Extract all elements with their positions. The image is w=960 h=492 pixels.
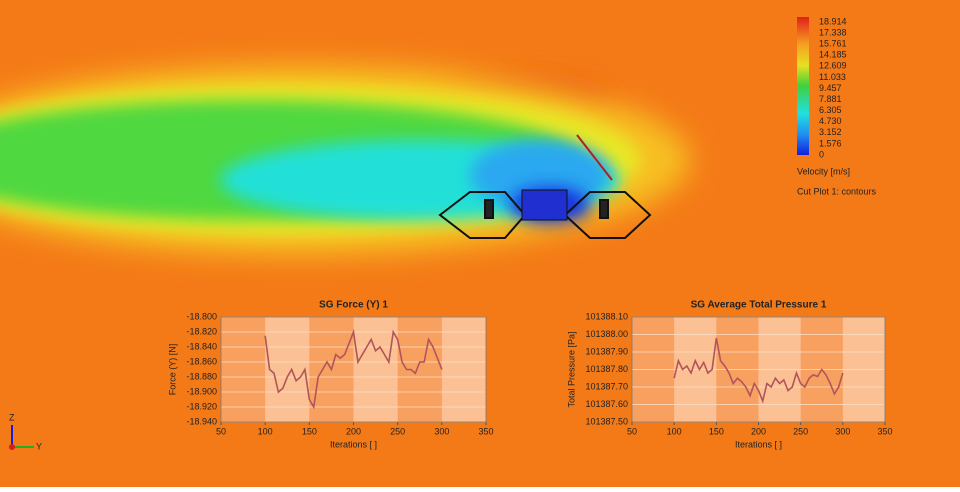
plot-frame [631, 316, 886, 423]
y-tick-label: -18.880 [186, 371, 217, 381]
legend-tick: 3.152 [819, 127, 842, 137]
legend-tick: 17.338 [819, 27, 847, 37]
y-tick-label: 101388.10 [585, 311, 628, 321]
y-tick-label: 101387.90 [585, 346, 628, 356]
y-tick-label: -18.860 [186, 356, 217, 366]
x-tick-label: 300 [434, 426, 449, 436]
x-tick-label: 50 [627, 426, 637, 436]
chart-title: SG Average Total Pressure 1 [691, 300, 827, 311]
x-tick-label: 300 [835, 426, 850, 436]
x-tick-label: 250 [390, 426, 405, 436]
legend-tick: 11.033 [819, 72, 846, 82]
legend-tick: 12.609 [819, 61, 847, 71]
x-tick-label: 100 [667, 426, 682, 436]
x-tick-label: 250 [793, 426, 808, 436]
y-tick-label: -18.800 [186, 311, 217, 321]
device [438, 134, 652, 239]
legend-unit: Velocity [m/s] [797, 166, 850, 176]
y-tick-label: 101388.00 [585, 329, 628, 339]
legend-tick: 9.457 [819, 83, 842, 93]
x-tick-label: 350 [478, 426, 493, 436]
y-axis-label: Total Pressure [Pa] [566, 331, 576, 407]
y-tick-label: 101387.60 [585, 399, 628, 409]
x-tick-label: 50 [216, 426, 226, 436]
data-line [673, 337, 844, 404]
x-tick-label: 150 [709, 426, 724, 436]
y-tick-label: 101387.70 [585, 381, 628, 391]
legend-tick: 0 [819, 149, 824, 159]
plot-frame [220, 316, 487, 423]
legend-tick: 15.761 [819, 39, 847, 49]
x-tick-label: 200 [346, 426, 361, 436]
x-tick-label: 200 [751, 426, 766, 436]
y-tick-label: -18.840 [186, 341, 217, 351]
legend-tick: 1.576 [819, 138, 842, 148]
data-line [264, 328, 443, 410]
y-axis-label: Force (Y) [N] [167, 344, 177, 396]
band [353, 317, 398, 422]
legend-tick: 6.305 [819, 105, 842, 115]
y-tick-label: 101387.50 [585, 416, 628, 426]
y-tick-label: -18.900 [186, 386, 217, 396]
y-tick-label: -18.920 [186, 401, 217, 411]
legend-tick: 14.185 [819, 50, 847, 60]
color-legend [797, 17, 809, 155]
x-tick-label: 100 [258, 426, 273, 436]
triad-z: Z [9, 412, 15, 422]
y-tick-label: -18.940 [186, 416, 217, 426]
color-bar [797, 17, 809, 155]
legend-tick: 7.881 [819, 94, 842, 104]
y-tick-label: 101387.80 [585, 364, 628, 374]
x-tick-label: 150 [302, 426, 317, 436]
chart-title: SG Force (Y) 1 [319, 300, 388, 311]
legend-tick: 18.914 [819, 16, 847, 26]
y-tick-label: -18.820 [186, 326, 217, 336]
x-tick-label: 350 [877, 426, 892, 436]
triad [9, 425, 34, 450]
band [265, 317, 310, 422]
band [441, 317, 486, 422]
legend-plot: Cut Plot 1: contours [797, 186, 877, 196]
triad-y: Y [36, 441, 42, 451]
legend-tick: 4.730 [819, 116, 842, 126]
x-axis-label: Iterations [ ] [735, 439, 782, 449]
x-axis-label: Iterations [ ] [330, 439, 377, 449]
